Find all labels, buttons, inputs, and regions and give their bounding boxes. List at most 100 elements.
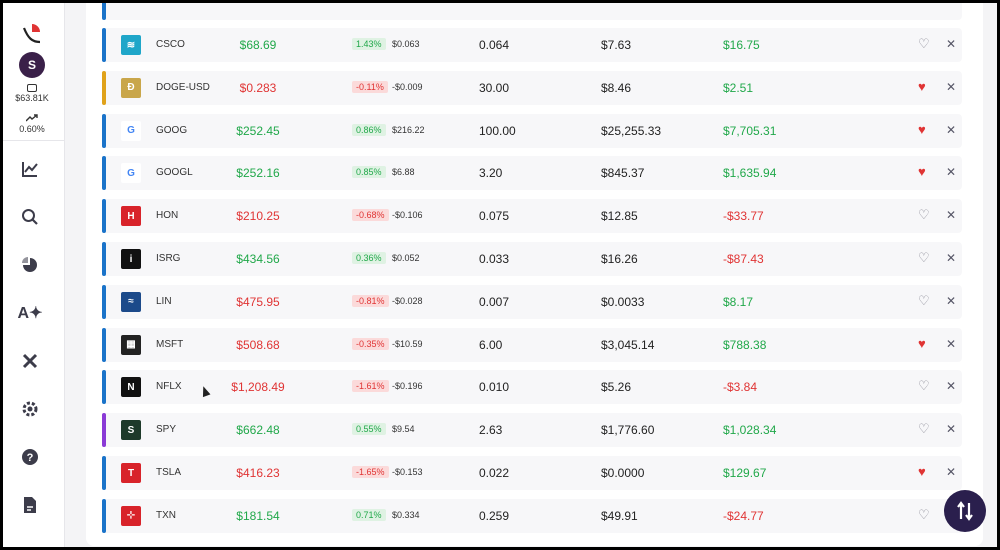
ticker-symbol[interactable]: GOOGL (156, 167, 193, 179)
total-gain: $8.17 (723, 294, 754, 309)
table-row[interactable] (102, 0, 962, 20)
avatar[interactable]: S (19, 52, 45, 78)
sort-toggle-button[interactable] (944, 490, 986, 532)
table-row[interactable]: T TSLA $416.23 -1.65% -$0.153 0.022 $0.0… (102, 456, 962, 490)
percent-change-badge: 0.71% (352, 508, 386, 521)
wallet-icon (27, 84, 37, 92)
ticker-symbol[interactable]: DOGE-USD (156, 81, 210, 93)
ticker-symbol[interactable]: ISRG (156, 253, 181, 264)
favorite-heart-icon[interactable]: ♡ (918, 421, 930, 437)
quantity: 0.022 (479, 466, 510, 480)
divider (0, 140, 64, 141)
favorite-heart-icon[interactable]: ♥ (918, 335, 926, 351)
table-row[interactable]: Ð DOGE-USD $0.283 -0.11% -$0.009 30.00 $… (102, 70, 962, 105)
remove-close-icon[interactable]: ✕ (946, 336, 957, 351)
remove-close-icon[interactable]: ✕ (946, 37, 957, 51)
percent-change-badge: 0.36% (352, 252, 386, 264)
ticker-symbol[interactable]: NFLX (156, 381, 182, 393)
position-value: $1,776.60 (601, 423, 655, 438)
ticker-symbol[interactable]: TXN (156, 509, 176, 521)
row-accent-bar (102, 156, 106, 191)
row-accent-bar (102, 0, 106, 20)
pie-chart-icon[interactable] (19, 254, 41, 276)
change-text: 0.60% (19, 124, 45, 134)
remove-close-icon[interactable]: ✕ (946, 165, 957, 180)
percent-change-badge: -1.65% (352, 466, 389, 478)
app-logo-icon[interactable] (20, 22, 44, 46)
row-accent-bar (102, 199, 106, 234)
ticker-symbol[interactable]: GOOG (156, 124, 188, 136)
table-row[interactable]: ≈ LIN $475.95 -0.81% -$0.028 0.007 $0.00… (102, 284, 962, 319)
total-gain: -$3.84 (723, 380, 758, 395)
remove-close-icon[interactable]: ✕ (946, 122, 957, 137)
gear-icon[interactable] (19, 398, 41, 420)
chart-icon[interactable] (19, 158, 41, 180)
favorite-heart-icon[interactable]: ♡ (918, 506, 930, 522)
dollar-change: $0.063 (392, 39, 420, 49)
position-value: $5.26 (601, 380, 632, 395)
percent-change-badge: 0.55% (352, 423, 386, 436)
total-gain: $1,635.94 (723, 166, 777, 181)
favorite-heart-icon[interactable]: ♡ (918, 292, 930, 308)
price: $508.68 (236, 337, 280, 352)
favorite-heart-icon[interactable]: ♡ (918, 250, 930, 265)
row-accent-bar (102, 327, 106, 362)
remove-close-icon[interactable]: ✕ (946, 251, 957, 265)
ai-text-icon[interactable]: A✦ (17, 305, 43, 322)
wallet-balance[interactable]: $63.81K (0, 84, 64, 103)
remove-close-icon[interactable]: ✕ (946, 293, 957, 308)
total-gain: -$24.77 (723, 508, 764, 523)
favorite-heart-icon[interactable]: ♡ (918, 207, 930, 223)
price: $0.283 (239, 80, 277, 95)
trending-up-icon (26, 114, 38, 122)
favorite-heart-icon[interactable]: ♥ (918, 164, 926, 180)
quantity: 6.00 (479, 337, 503, 352)
favorite-heart-icon[interactable]: ♥ (918, 78, 926, 94)
quantity: 0.010 (479, 380, 510, 395)
ticker-symbol[interactable]: TSLA (156, 467, 182, 478)
favorite-heart-icon[interactable]: ♡ (918, 378, 930, 394)
table-row[interactable]: i ISRG $434.56 0.36% $0.052 0.033 $16.26… (102, 242, 962, 276)
help-icon[interactable]: ? (19, 446, 41, 468)
remove-close-icon[interactable]: ✕ (946, 208, 957, 223)
ticker-logo: ≋ (121, 35, 141, 55)
search-icon[interactable] (19, 206, 41, 228)
remove-close-icon[interactable]: ✕ (946, 422, 957, 437)
position-value: $845.37 (601, 166, 645, 181)
table-row[interactable]: H HON $210.25 -0.68% -$0.106 0.075 $12.8… (102, 199, 962, 234)
ticker-symbol[interactable]: MSFT (156, 338, 184, 350)
favorite-heart-icon[interactable]: ♥ (918, 464, 926, 479)
row-accent-bar (102, 70, 106, 105)
position-value: $0.0000 (601, 466, 645, 480)
sidebar: S $63.81K 0.60% A✦ ? (0, 0, 65, 550)
ticker-symbol[interactable]: HON (156, 210, 179, 222)
total-gain: $788.38 (723, 337, 767, 352)
table-row[interactable]: ≋ CSCO $68.69 1.43% $0.063 0.064 $7.63 $… (102, 28, 962, 62)
percent-change-badge: -0.68% (352, 209, 389, 222)
ticker-logo: ⊹ (121, 505, 141, 526)
table-row[interactable]: ⊹ TXN $181.54 0.71% $0.334 0.259 $49.91 … (102, 498, 962, 533)
document-icon[interactable] (19, 494, 41, 516)
table-row[interactable]: ▦ MSFT $508.68 -0.35% -$10.59 6.00 $3,04… (102, 327, 962, 362)
table-row[interactable]: S SPY $662.48 0.55% $9.54 2.63 $1,776.60… (102, 413, 962, 448)
favorite-heart-icon[interactable]: ♥ (918, 121, 926, 137)
favorite-heart-icon[interactable]: ♡ (918, 36, 930, 51)
ticker-logo: N (121, 377, 141, 398)
dollar-change: $9.54 (392, 424, 415, 435)
total-gain: $7,705.31 (723, 123, 777, 138)
ticker-symbol[interactable]: LIN (156, 295, 172, 307)
position-value: $16.26 (601, 252, 638, 266)
total-gain: $1,028.34 (723, 423, 777, 438)
remove-close-icon[interactable]: ✕ (946, 79, 957, 94)
table-row[interactable]: G GOOGL $252.16 0.85% $6.88 3.20 $845.37… (102, 156, 962, 191)
quantity: 0.033 (479, 252, 510, 266)
table-row[interactable]: G GOOG $252.45 0.86% $216.22 100.00 $25,… (102, 113, 962, 148)
tools-icon[interactable] (19, 350, 41, 372)
dollar-change: -$0.009 (392, 81, 423, 92)
ticker-symbol[interactable]: SPY (156, 424, 177, 436)
remove-close-icon[interactable]: ✕ (946, 379, 957, 394)
ticker-symbol[interactable]: CSCO (156, 39, 185, 50)
remove-close-icon[interactable]: ✕ (946, 465, 957, 479)
table-row[interactable]: N NFLX $1,208.49 -1.61% -$0.196 0.010 $5… (102, 370, 962, 405)
positions-panel: ≋ CSCO $68.69 1.43% $0.063 0.064 $7.63 $… (86, 0, 983, 546)
